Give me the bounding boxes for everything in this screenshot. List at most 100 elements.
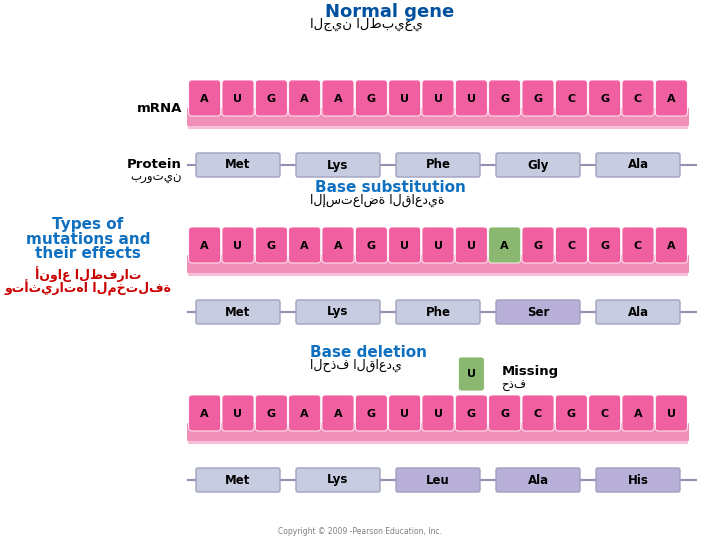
Text: Leu: Leu bbox=[426, 474, 450, 487]
Text: G: G bbox=[467, 409, 476, 419]
FancyBboxPatch shape bbox=[455, 80, 487, 116]
Text: U: U bbox=[233, 93, 243, 104]
Text: G: G bbox=[500, 409, 509, 419]
Text: الإستعاضة القاعدية: الإستعاضة القاعدية bbox=[310, 194, 444, 207]
Text: mutations and: mutations and bbox=[26, 232, 150, 246]
Text: Gly: Gly bbox=[527, 159, 549, 172]
FancyBboxPatch shape bbox=[589, 395, 621, 431]
FancyBboxPatch shape bbox=[655, 395, 688, 431]
FancyBboxPatch shape bbox=[222, 227, 254, 263]
Text: G: G bbox=[267, 409, 276, 419]
Text: Base deletion: Base deletion bbox=[310, 345, 427, 360]
Text: Protein: Protein bbox=[127, 159, 182, 172]
FancyBboxPatch shape bbox=[622, 395, 654, 431]
Text: Phe: Phe bbox=[426, 306, 451, 319]
Text: G: G bbox=[534, 93, 543, 104]
Text: U: U bbox=[433, 241, 443, 251]
Text: mRNA: mRNA bbox=[137, 103, 182, 116]
Text: بروتين: بروتين bbox=[130, 172, 182, 185]
Text: G: G bbox=[600, 93, 609, 104]
FancyBboxPatch shape bbox=[188, 109, 688, 129]
FancyBboxPatch shape bbox=[655, 227, 688, 263]
Text: Ala: Ala bbox=[627, 306, 649, 319]
FancyBboxPatch shape bbox=[187, 255, 689, 273]
FancyBboxPatch shape bbox=[322, 80, 354, 116]
FancyBboxPatch shape bbox=[222, 80, 254, 116]
Text: Normal gene: Normal gene bbox=[325, 3, 454, 21]
FancyBboxPatch shape bbox=[389, 227, 420, 263]
FancyBboxPatch shape bbox=[496, 468, 580, 492]
FancyBboxPatch shape bbox=[296, 300, 380, 324]
Text: His: His bbox=[628, 474, 649, 487]
FancyBboxPatch shape bbox=[555, 80, 588, 116]
FancyBboxPatch shape bbox=[489, 80, 521, 116]
FancyBboxPatch shape bbox=[187, 108, 689, 126]
Text: A: A bbox=[300, 409, 309, 419]
Text: U: U bbox=[467, 369, 476, 379]
FancyBboxPatch shape bbox=[496, 153, 580, 177]
FancyBboxPatch shape bbox=[589, 80, 621, 116]
Text: Ala: Ala bbox=[528, 474, 549, 487]
Text: C: C bbox=[634, 93, 642, 104]
FancyBboxPatch shape bbox=[188, 256, 688, 276]
FancyBboxPatch shape bbox=[389, 80, 420, 116]
FancyBboxPatch shape bbox=[256, 227, 287, 263]
FancyBboxPatch shape bbox=[596, 300, 680, 324]
FancyBboxPatch shape bbox=[396, 468, 480, 492]
FancyBboxPatch shape bbox=[356, 227, 387, 263]
FancyBboxPatch shape bbox=[596, 468, 680, 492]
Text: Lys: Lys bbox=[328, 159, 348, 172]
FancyBboxPatch shape bbox=[189, 395, 220, 431]
Text: أنواع الطفرات: أنواع الطفرات bbox=[35, 266, 141, 282]
FancyBboxPatch shape bbox=[256, 80, 287, 116]
Text: Missing: Missing bbox=[501, 366, 559, 379]
Text: A: A bbox=[333, 241, 342, 251]
Text: A: A bbox=[667, 93, 675, 104]
FancyBboxPatch shape bbox=[622, 80, 654, 116]
FancyBboxPatch shape bbox=[596, 153, 680, 177]
FancyBboxPatch shape bbox=[296, 468, 380, 492]
FancyBboxPatch shape bbox=[396, 300, 480, 324]
Text: Base substitution: Base substitution bbox=[315, 180, 465, 195]
Text: C: C bbox=[567, 241, 575, 251]
FancyBboxPatch shape bbox=[489, 395, 521, 431]
FancyBboxPatch shape bbox=[196, 468, 280, 492]
Text: U: U bbox=[400, 93, 409, 104]
Text: U: U bbox=[433, 93, 443, 104]
Text: Phe: Phe bbox=[426, 159, 451, 172]
Text: Met: Met bbox=[225, 159, 251, 172]
Text: C: C bbox=[634, 241, 642, 251]
Text: حذف: حذف bbox=[501, 380, 526, 393]
Text: U: U bbox=[667, 409, 676, 419]
Text: C: C bbox=[567, 93, 575, 104]
Text: Ser: Ser bbox=[527, 306, 549, 319]
Text: G: G bbox=[600, 241, 609, 251]
FancyBboxPatch shape bbox=[422, 395, 454, 431]
FancyBboxPatch shape bbox=[189, 227, 220, 263]
Text: G: G bbox=[534, 241, 543, 251]
Text: U: U bbox=[233, 241, 243, 251]
FancyBboxPatch shape bbox=[289, 227, 320, 263]
FancyBboxPatch shape bbox=[589, 227, 621, 263]
FancyBboxPatch shape bbox=[356, 395, 387, 431]
FancyBboxPatch shape bbox=[496, 300, 580, 324]
Text: C: C bbox=[534, 409, 542, 419]
FancyBboxPatch shape bbox=[222, 395, 254, 431]
Text: G: G bbox=[366, 409, 376, 419]
Text: A: A bbox=[200, 93, 209, 104]
FancyBboxPatch shape bbox=[322, 227, 354, 263]
FancyBboxPatch shape bbox=[389, 395, 420, 431]
Text: Met: Met bbox=[225, 306, 251, 319]
FancyBboxPatch shape bbox=[455, 227, 487, 263]
FancyBboxPatch shape bbox=[522, 227, 554, 263]
Text: Lys: Lys bbox=[328, 306, 348, 319]
Text: G: G bbox=[500, 93, 509, 104]
Text: G: G bbox=[267, 93, 276, 104]
FancyBboxPatch shape bbox=[296, 153, 380, 177]
FancyBboxPatch shape bbox=[522, 395, 554, 431]
Text: their effects: their effects bbox=[35, 246, 141, 260]
Text: Ala: Ala bbox=[627, 159, 649, 172]
Text: A: A bbox=[667, 241, 675, 251]
Text: A: A bbox=[500, 241, 509, 251]
Text: A: A bbox=[300, 93, 309, 104]
